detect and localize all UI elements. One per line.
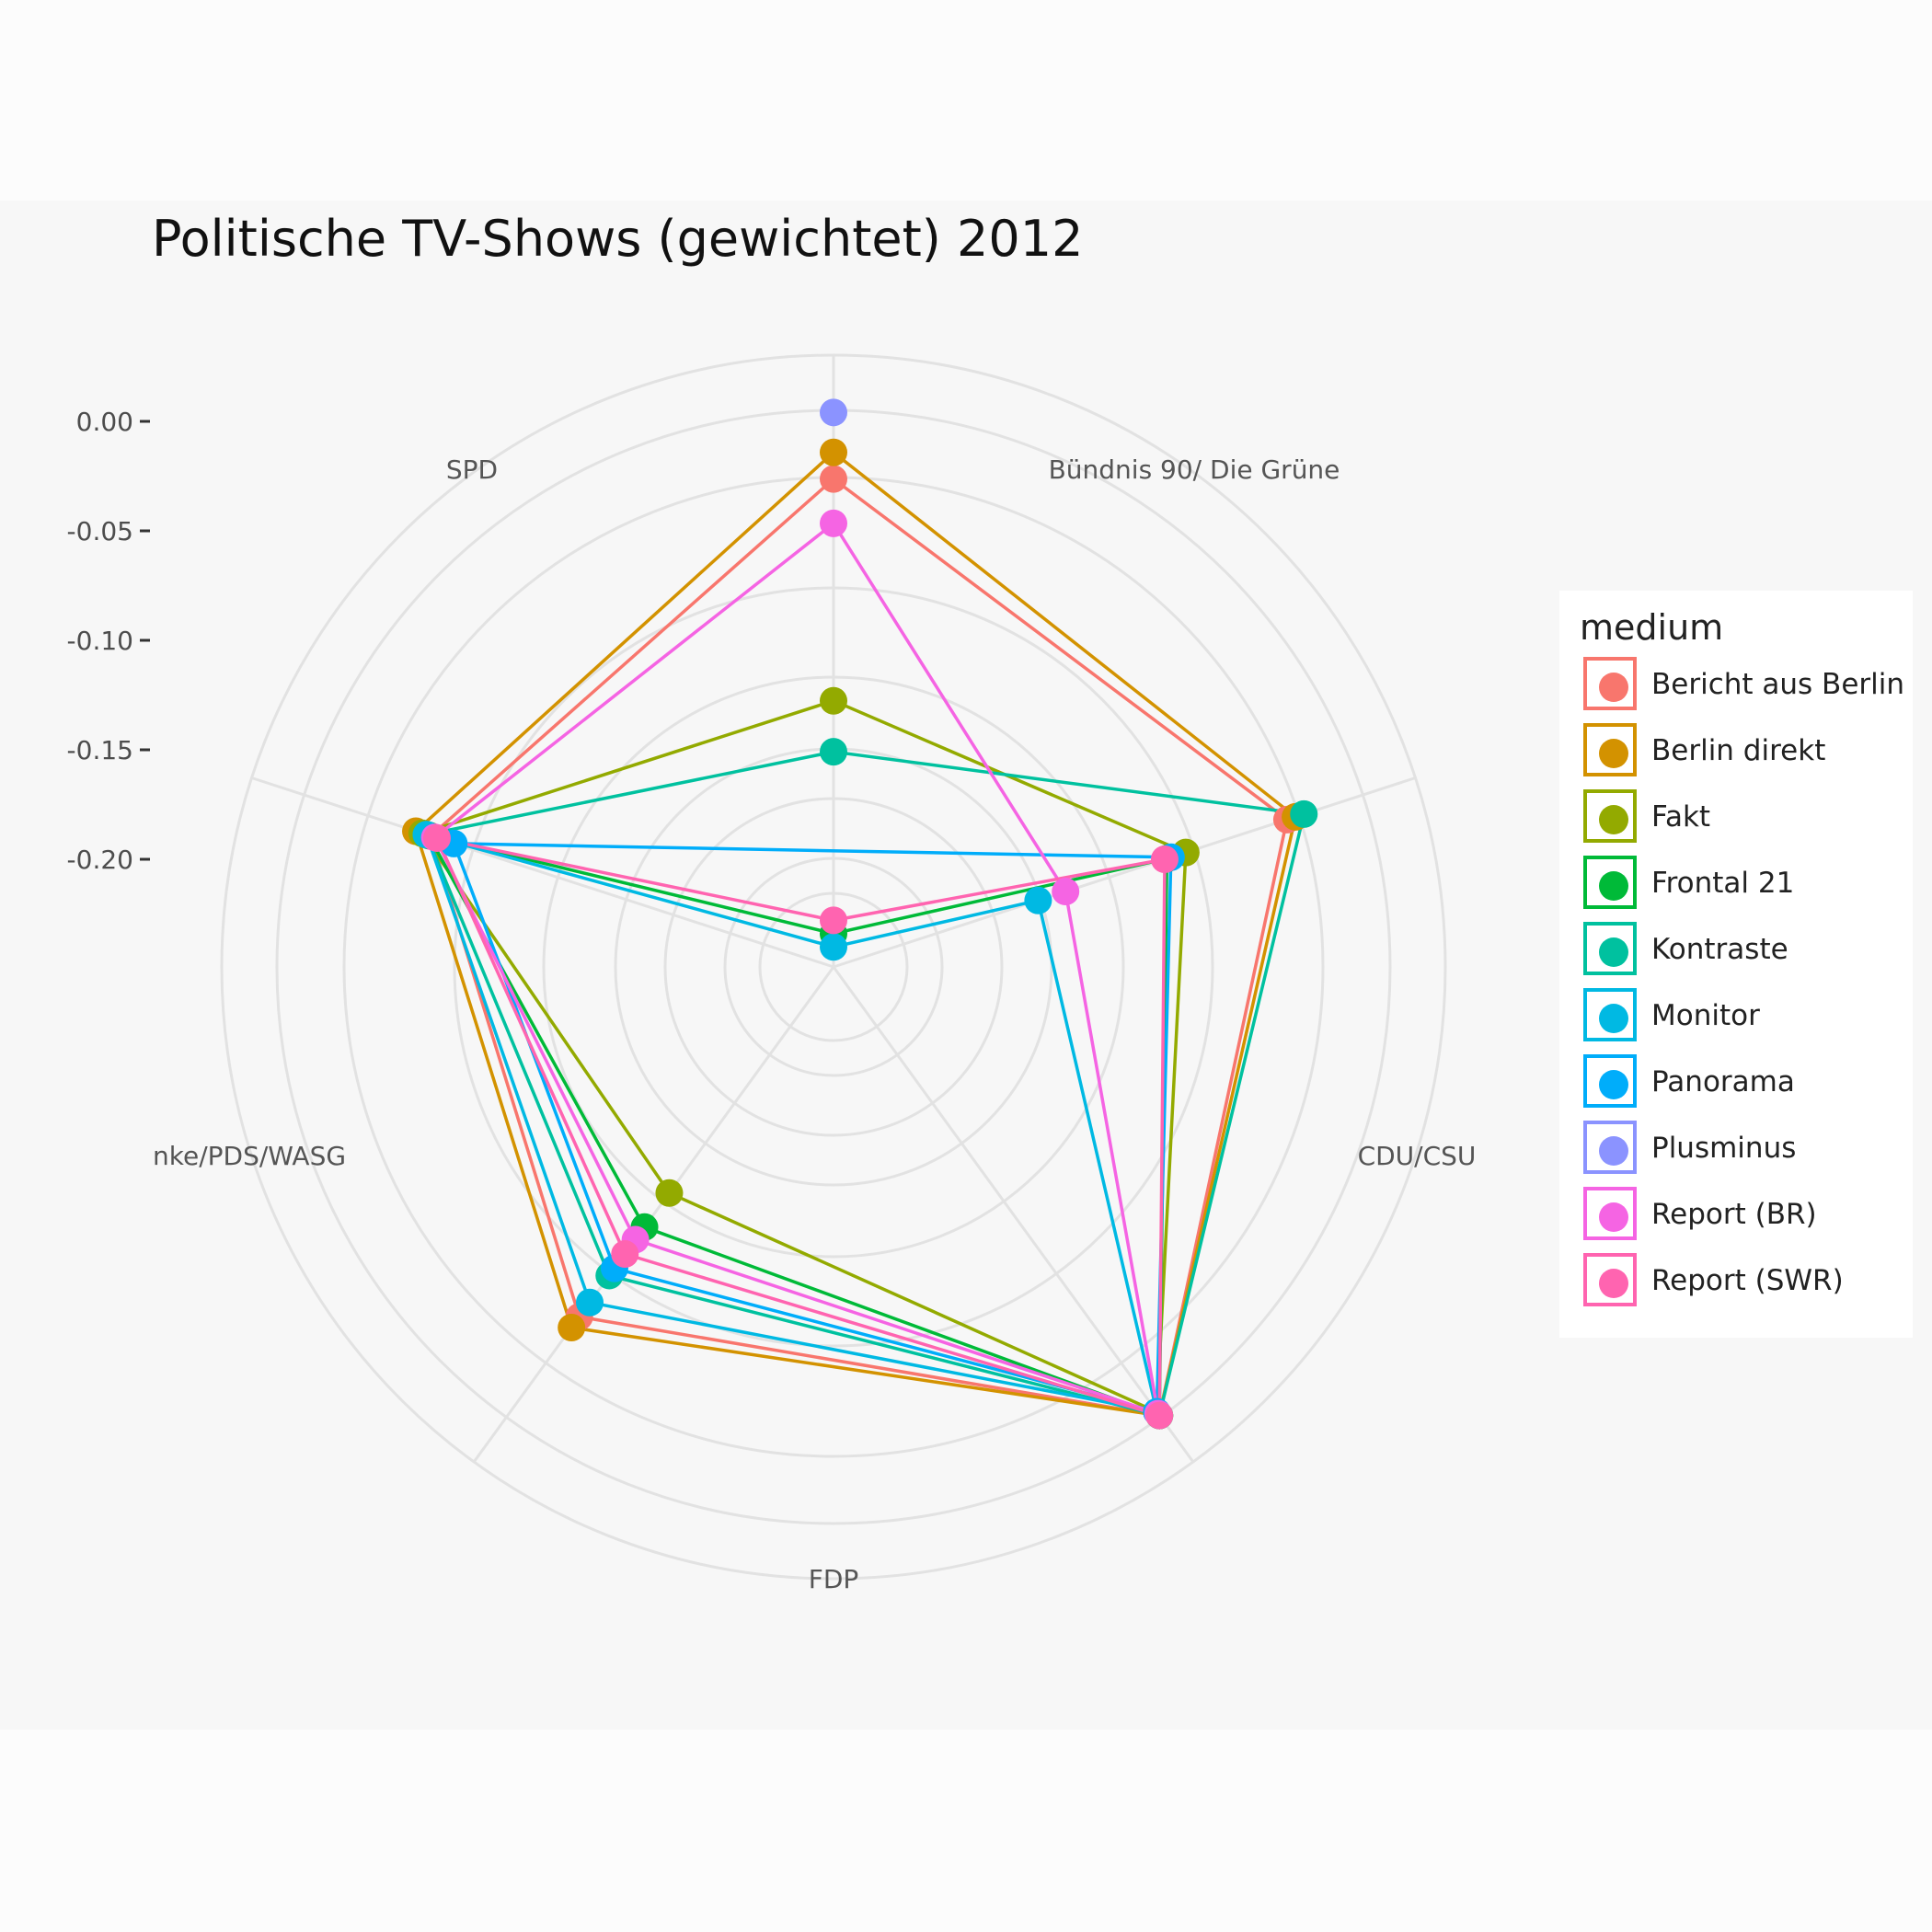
data-point <box>820 933 847 961</box>
legend-dot-icon <box>1599 1070 1628 1099</box>
y-axis: 0.00 -0.05 -0.10 -0.15 -0.20 <box>67 407 150 875</box>
legend-item: Fakt <box>1583 789 1905 848</box>
data-point <box>558 1314 586 1342</box>
legend-dot-icon <box>1599 1202 1628 1232</box>
legend-label: Fakt <box>1651 800 1711 834</box>
y-tick-label: 0.00 <box>76 407 133 437</box>
data-point <box>1290 799 1318 828</box>
data-point <box>1024 886 1052 914</box>
axis-label: Bündnis 90/ Die Grüne <box>1049 454 1340 485</box>
axis-label: CDU/CSU <box>1358 1141 1477 1171</box>
data-point <box>1052 878 1080 906</box>
legend-dot-icon <box>1599 739 1628 768</box>
legend-item: Kontraste <box>1583 922 1905 981</box>
legend-label: Frontal 21 <box>1651 867 1795 900</box>
legend-item: Panorama <box>1583 1054 1905 1113</box>
y-tick-label: -0.15 <box>67 735 133 765</box>
axis-label: SPD <box>446 454 498 485</box>
legend-item: Report (BR) <box>1583 1187 1905 1246</box>
grid-spoke <box>833 776 1416 969</box>
legend-label: Report (SWR) <box>1651 1264 1844 1297</box>
legend-dot-icon <box>1599 673 1628 702</box>
legend-key <box>1583 856 1637 909</box>
chart-title: Politische TV-Shows (gewichtet) 2012 <box>152 210 1084 268</box>
legend-item: Berlin direkt <box>1583 723 1905 782</box>
legend-label: Monitor <box>1651 999 1760 1032</box>
legend-dot-icon <box>1599 937 1628 967</box>
legend-label: Bericht aus Berlin <box>1651 668 1905 701</box>
legend-key <box>1583 657 1637 710</box>
grid-spoke <box>832 966 1195 1463</box>
legend-key <box>1583 922 1637 975</box>
legend-key <box>1583 1054 1637 1108</box>
data-point <box>820 509 847 537</box>
data-point <box>655 1179 684 1207</box>
data-point <box>422 823 451 852</box>
series-layer <box>402 398 1318 1430</box>
data-point <box>820 906 847 935</box>
grid <box>220 353 1447 1581</box>
legend-label: Berlin direkt <box>1651 734 1826 767</box>
data-point <box>820 738 847 766</box>
legend-item: Plusminus <box>1583 1121 1905 1179</box>
y-tick-label: -0.20 <box>67 845 133 875</box>
legend-dot-icon <box>1599 1269 1628 1298</box>
legend-title: medium <box>1580 607 1724 648</box>
data-point <box>820 398 847 427</box>
axis-label: FDP <box>809 1564 859 1594</box>
legend-label: Plusminus <box>1651 1132 1797 1165</box>
data-point <box>611 1240 639 1269</box>
legend-label: Kontraste <box>1651 933 1788 966</box>
legend: medium Bericht aus Berlin Berlin direkt Fa… <box>1559 591 1913 1338</box>
legend-dot-icon <box>1599 1136 1628 1166</box>
series-line <box>424 750 1306 1418</box>
series-line <box>435 836 1167 1418</box>
legend-label: Panorama <box>1651 1065 1795 1098</box>
axis-label: nke/PDS/WASG <box>153 1141 346 1171</box>
legend-key <box>1583 1187 1637 1240</box>
y-tick-label: -0.05 <box>67 516 133 546</box>
legend-label: Report (BR) <box>1651 1198 1817 1231</box>
data-point <box>820 438 847 466</box>
series-line <box>427 834 1169 1418</box>
legend-key <box>1583 789 1637 843</box>
axis-labels: SPD Bündnis 90/ Die Grüne CDU/CSU FDP nke/PD… <box>153 454 1476 1594</box>
y-tick-label: -0.10 <box>67 626 133 656</box>
legend-item: Frontal 21 <box>1583 856 1905 914</box>
legend-item: Monitor <box>1583 988 1905 1047</box>
data-point <box>820 465 847 493</box>
series-line <box>429 477 1289 1418</box>
legend-key <box>1583 1253 1637 1306</box>
legend-dot-icon <box>1599 1004 1628 1033</box>
legend-item: Bericht aus Berlin <box>1583 657 1905 716</box>
legend-key <box>1583 988 1637 1041</box>
legend-item: Report (SWR) <box>1583 1253 1905 1312</box>
data-point <box>1145 1401 1174 1430</box>
grid-spoke <box>251 776 834 969</box>
legend-key <box>1583 1121 1637 1174</box>
legend-dot-icon <box>1599 871 1628 901</box>
data-point <box>1150 845 1179 874</box>
grid-spoke <box>472 966 835 1463</box>
series-line <box>414 450 1297 1418</box>
legend-dot-icon <box>1599 805 1628 834</box>
data-point <box>820 686 847 715</box>
series-line <box>424 833 1159 1414</box>
data-point <box>576 1288 604 1317</box>
legend-key <box>1583 723 1637 776</box>
